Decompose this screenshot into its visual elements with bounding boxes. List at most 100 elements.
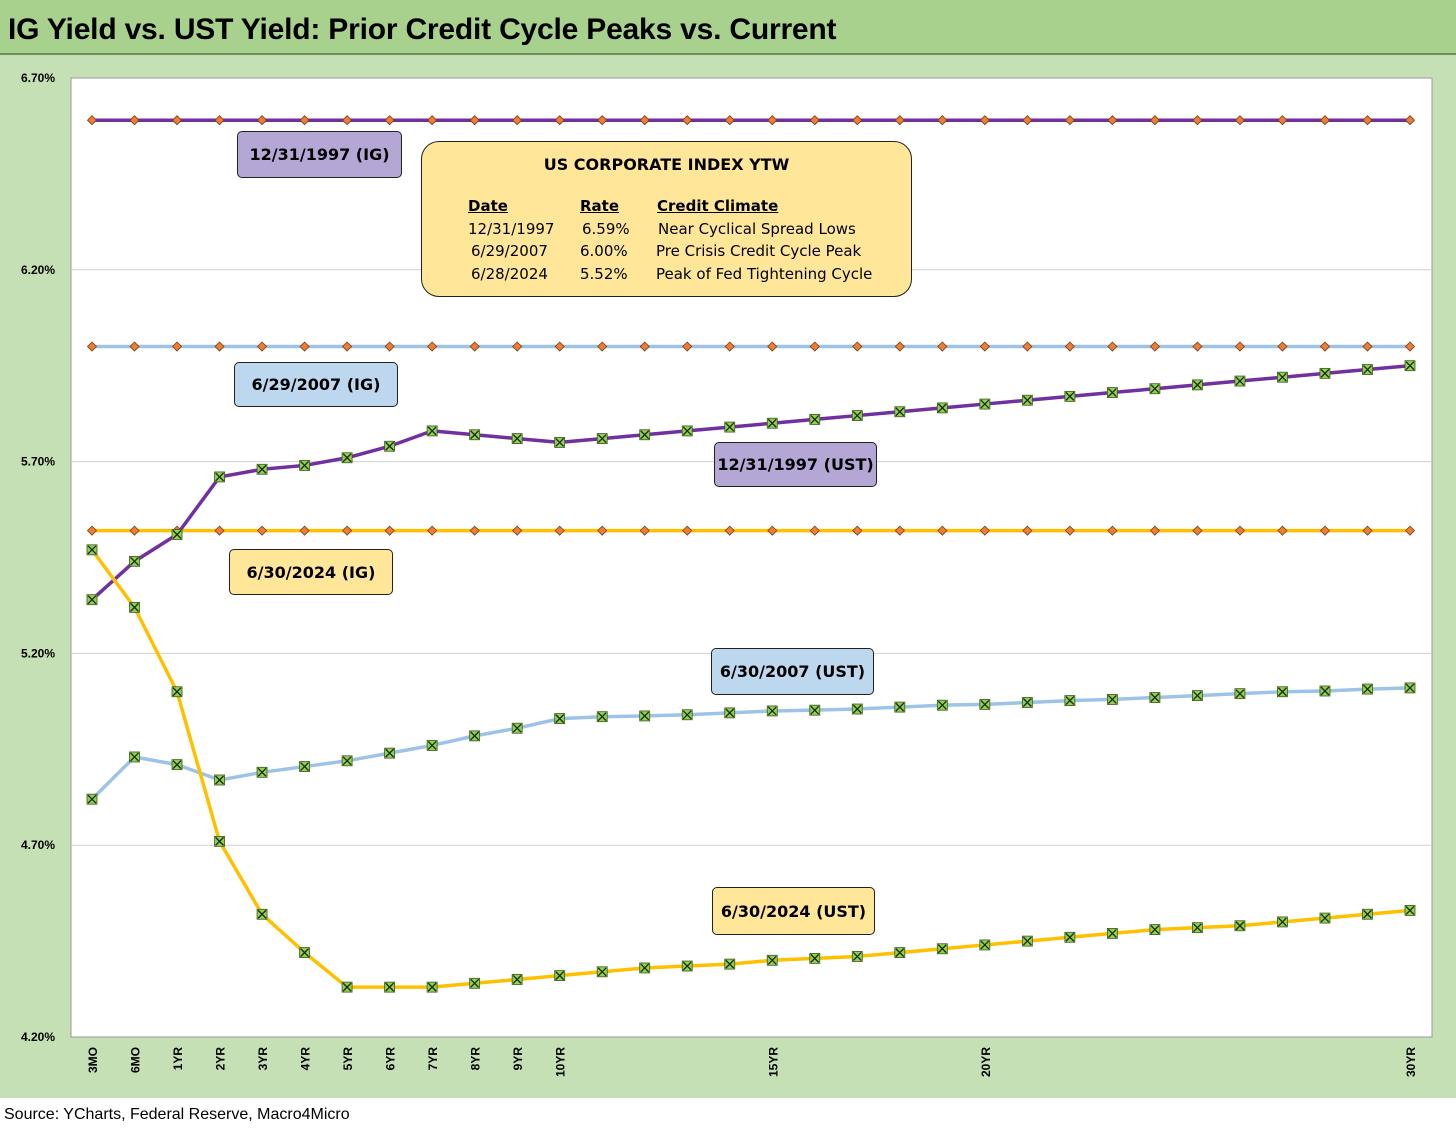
data-point-ust-2024-x — [87, 545, 97, 555]
data-point-ig-2007 — [427, 341, 438, 352]
data-point-ust-1997-x — [385, 441, 395, 451]
data-point-ust-2007-x — [342, 756, 352, 766]
data-point-ig-2007 — [1404, 341, 1416, 352]
data-point-ust-2024-x — [1363, 909, 1372, 919]
data-point-ig-2007 — [979, 341, 990, 352]
data-point-ust-1997-x — [1065, 391, 1075, 401]
series-line-ust-1997 — [90, 363, 1411, 601]
data-point-ig-2024 — [1149, 525, 1160, 536]
y-tick-label: 5.20% — [21, 646, 55, 660]
data-point-ust-1997-x — [130, 556, 139, 566]
data-point-ig-1997 — [427, 115, 438, 126]
data-point-ig-1997 — [1277, 115, 1288, 126]
data-point-ig-2007 — [1234, 341, 1246, 352]
data-point-ust-1997-x — [300, 460, 310, 470]
series-line-ust-2024 — [90, 548, 1411, 989]
data-point-ig-2024 — [342, 525, 353, 536]
data-point-ust-2024-x — [215, 836, 225, 846]
data-point-ig-1997 — [682, 115, 693, 126]
data-point-ust-2007-x — [130, 752, 139, 762]
data-point-ig-2007 — [1277, 341, 1288, 352]
legend-header-date: Date — [468, 197, 508, 215]
data-point-ust-2007-x — [852, 704, 862, 714]
x-tick-label: 20YR — [979, 1047, 993, 1077]
label-ust-2024: 6/30/2024 (UST) — [712, 887, 875, 935]
data-point-ig-2024 — [639, 525, 650, 536]
data-point-ust-2024-x — [895, 948, 905, 958]
data-point-ig-1997 — [129, 115, 140, 126]
data-point-ust-1997-x — [810, 414, 820, 424]
data-point-ust-1997-x — [1150, 384, 1160, 394]
data-point-ust-2007-x — [895, 702, 905, 712]
data-point-ust-2024-x — [427, 982, 437, 992]
legend-row-climate: Peak of Fed Tightening Cycle — [656, 265, 873, 283]
legend-row-date: 6/28/2024 — [471, 265, 548, 283]
data-point-ig-2007 — [1149, 341, 1160, 352]
data-point-ust-1997-x — [640, 430, 650, 440]
data-point-ig-2024 — [214, 525, 225, 536]
data-point-ust-1997-x — [852, 411, 862, 421]
data-point-ust-2024-x — [130, 602, 139, 612]
data-point-ust-1997-x — [1107, 388, 1117, 398]
data-point-ust-2007-x — [725, 708, 735, 718]
data-point-ig-1997 — [1404, 115, 1416, 126]
data-point-ust-2024-x — [852, 951, 862, 961]
data-point-ust-2007-x — [257, 767, 267, 777]
data-point-ig-2007 — [171, 341, 183, 352]
data-point-ust-1997-x — [427, 426, 437, 436]
x-tick-label: 3MO — [86, 1047, 100, 1073]
data-point-ig-2007 — [682, 341, 693, 352]
source-note: Source: YCharts, Federal Reserve, Macro4… — [4, 1106, 350, 1123]
data-point-ust-1997-x — [767, 418, 777, 428]
data-point-ust-2024-x — [682, 961, 692, 971]
data-point-ig-2007 — [767, 341, 778, 352]
data-point-ust-2007-x — [1405, 683, 1415, 693]
data-point-ust-2007-x — [810, 705, 820, 715]
data-point-ust-2024-x — [1277, 917, 1287, 927]
data-point-ig-2024 — [894, 525, 905, 536]
data-point-ig-2007 — [1022, 341, 1033, 352]
data-point-ig-1997 — [979, 115, 990, 126]
data-point-ust-1997-x — [1405, 361, 1415, 371]
data-point-ig-2024 — [809, 525, 820, 536]
legend-row-date: 6/29/2007 — [471, 242, 548, 260]
data-point-ust-1997-x — [895, 407, 905, 417]
title-bar: IG Yield vs. UST Yield: Prior Credit Cyc… — [0, 0, 1456, 55]
data-point-ig-2024 — [1319, 525, 1331, 536]
data-point-ust-2007-x — [385, 748, 395, 758]
legend-row-rate: 6.59% — [582, 220, 630, 238]
data-point-ig-1997 — [809, 115, 820, 126]
data-point-ust-2024-x — [1150, 925, 1160, 935]
data-point-ust-2007-x — [980, 699, 990, 709]
data-point-ig-1997 — [171, 115, 183, 126]
data-point-ust-2007-x — [767, 706, 777, 716]
data-point-ig-2007 — [384, 341, 395, 352]
data-point-ig-2024 — [469, 525, 480, 536]
data-point-ig-2007 — [1192, 341, 1203, 352]
data-point-ust-2024-x — [597, 967, 607, 977]
data-point-ust-2007-x — [1320, 686, 1330, 696]
data-point-ust-1997-x — [597, 434, 607, 444]
data-point-ust-2007-x — [1107, 694, 1117, 704]
data-point-ust-2024-x — [1192, 923, 1202, 933]
data-point-ig-2007 — [597, 341, 608, 352]
data-point-ust-1997-x — [555, 437, 565, 447]
x-tick-label: 2YR — [214, 1047, 228, 1071]
data-point-ust-2024-x — [810, 953, 820, 963]
data-point-ust-2007-x — [300, 762, 310, 772]
data-point-ig-2007 — [639, 341, 650, 352]
data-point-ig-1997 — [937, 115, 948, 126]
data-point-ust-2024-x — [385, 982, 395, 992]
data-point-ig-2007 — [1362, 341, 1373, 352]
data-point-ust-1997-x — [512, 434, 522, 444]
data-point-ig-1997 — [554, 115, 565, 126]
y-tick-label: 6.20% — [21, 263, 55, 277]
data-point-ust-2024-x — [1107, 928, 1117, 938]
data-point-ust-1997-x — [342, 453, 352, 463]
y-tick-label: 6.70% — [21, 71, 55, 85]
chart-title: IG Yield vs. UST Yield: Prior Credit Cyc… — [8, 13, 837, 46]
data-point-ig-2024 — [979, 525, 990, 536]
data-point-ig-1997 — [256, 115, 268, 126]
data-point-ig-1997 — [1107, 115, 1118, 126]
x-tick-label: 30YR — [1404, 1047, 1418, 1077]
